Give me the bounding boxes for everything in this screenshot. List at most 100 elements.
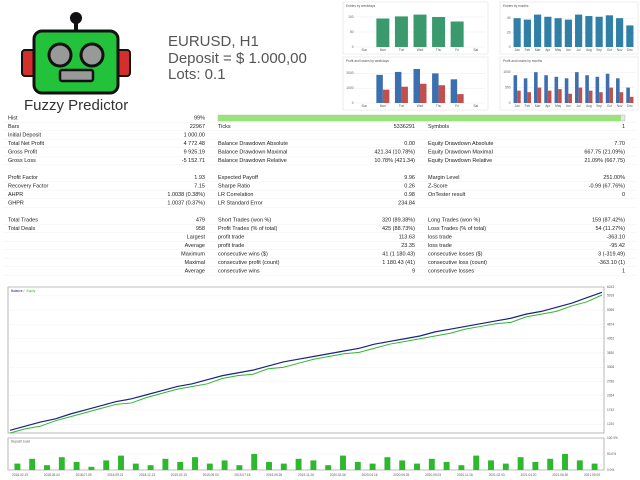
load-bar [251, 454, 258, 470]
row-label: consecutive losses [428, 268, 474, 274]
y-tick-label: 0 [352, 45, 354, 49]
x-tick-label: Tue [399, 48, 405, 52]
row-label: Recovery Factor [8, 183, 49, 189]
y-tick-label: 4874 [607, 322, 614, 326]
bar [523, 19, 531, 47]
bar [517, 90, 521, 103]
y-tick-label: 50.0% [607, 452, 616, 456]
load-bar [162, 458, 169, 470]
row-value: 1.0037 (0.37%) [167, 200, 205, 206]
x-tick-label: Mon [380, 48, 386, 52]
row-label: Maximal [185, 260, 205, 266]
row-label: consecutive profit (count) [218, 260, 280, 266]
row-value: 7.70 [614, 141, 625, 147]
bar [413, 68, 420, 103]
row-label: profit trade [218, 243, 244, 249]
row-label: Equity Drawdown Relative [428, 158, 492, 164]
load-bar [547, 458, 554, 470]
row-value: 23.35 [401, 243, 415, 249]
row-value: 958 [196, 226, 205, 232]
load-bar [340, 455, 346, 470]
y-tick-label: 0 [352, 101, 354, 105]
row-value: 425 (88.73%) [382, 226, 415, 232]
row-label: Gross Loss [8, 158, 36, 164]
row-label: Largest [187, 234, 206, 240]
bar [513, 75, 518, 103]
x-tick-label: 2020.06.25 [393, 473, 409, 477]
row-label: LR Standard Error [218, 200, 263, 206]
row-value: 1.0038 (0.38%) [167, 192, 205, 198]
row-label: consecutive loss (count) [428, 260, 487, 266]
row-value: -363.10 [606, 234, 625, 240]
row-label: Gross Profit [8, 149, 38, 155]
x-tick-label: Sun [361, 48, 367, 52]
load-bar [517, 457, 524, 470]
bar [588, 90, 593, 103]
x-tick-label: Sep [596, 104, 602, 108]
load-bar [177, 462, 184, 470]
bar [523, 78, 528, 103]
row-value: 667.75 (21.09%) [584, 149, 625, 155]
row-label: Hist [8, 115, 18, 121]
load-bar [29, 458, 36, 470]
bar [420, 83, 427, 103]
x-tick-label: Aug [586, 48, 592, 52]
row-value: -95.42 [609, 243, 625, 249]
series-line [9, 294, 603, 434]
bar [599, 92, 603, 103]
row-value: 7.15 [194, 183, 205, 189]
y-tick-label: 4352 [607, 337, 614, 341]
bar [626, 25, 634, 47]
bar [585, 16, 593, 47]
row-value: 113.63 [399, 234, 415, 240]
bar [558, 89, 562, 103]
row-label: consecutive losses ($) [428, 251, 483, 257]
bar [401, 86, 408, 103]
load-bar [88, 466, 95, 470]
y-tick-label: 2264 [607, 394, 614, 398]
load-bar [502, 463, 509, 470]
row-label: Profit Factor [8, 175, 38, 181]
x-tick-label: Sun [361, 104, 367, 108]
row-value: 1 [622, 124, 625, 130]
row-value: 1 000.00 [184, 132, 205, 138]
header-line: EURUSD, H1 [168, 33, 259, 50]
x-tick-label: May [555, 48, 561, 52]
y-tick-label: 50 [350, 30, 354, 34]
bar [394, 16, 408, 47]
x-tick-label: Jun [566, 104, 571, 108]
row-value: 9.96 [404, 175, 415, 181]
x-tick-label: Dec [627, 104, 633, 108]
load-bar [147, 465, 154, 470]
x-tick-label: 2018.09.21 [107, 473, 123, 477]
row-value: 0 [622, 192, 625, 198]
row-label: Average [185, 243, 205, 249]
row-label: profit trade [218, 234, 244, 240]
load-bar [414, 463, 420, 470]
x-tick-label: Thu [436, 48, 442, 52]
series-line [9, 291, 603, 431]
y-tick-label: 100 [348, 15, 354, 19]
row-label: consecutive wins ($) [218, 251, 268, 257]
row-value: 3 (-319.49) [598, 251, 625, 257]
y-tick-label: 1000 [346, 86, 353, 90]
x-tick-label: Jun [566, 48, 571, 52]
header-line: Deposit = $ 1.000,00 [168, 50, 307, 67]
quality-bar [218, 115, 621, 121]
bar [544, 75, 548, 103]
header-line: Lots: 0.1 [168, 66, 226, 83]
bar [626, 87, 630, 103]
bar [544, 16, 552, 47]
row-value: 0.00 [404, 141, 415, 147]
bar [394, 71, 402, 103]
y-tick-label: 100.0% [607, 436, 618, 440]
row-value: 421.34 (10.78%) [374, 149, 415, 155]
row-value: -363.10 (1) [598, 260, 625, 266]
bar [554, 18, 562, 47]
row-label: Total Trades [8, 217, 38, 223]
mini-chart-title: Entries by months [503, 4, 529, 8]
x-tick-label: Fri [455, 48, 459, 52]
load-bar [488, 460, 494, 470]
x-tick-label: 2019.05.03 [203, 473, 219, 477]
x-tick-label: Nov [617, 48, 623, 52]
